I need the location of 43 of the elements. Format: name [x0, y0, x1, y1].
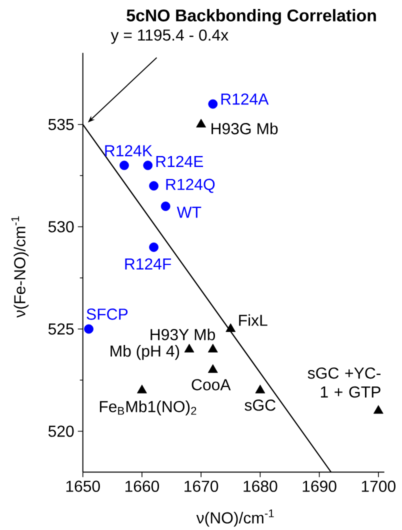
- point: [208, 344, 218, 352]
- annotation: CooA: [192, 379, 231, 390]
- point: [119, 160, 129, 170]
- annotation: SFCP: [86, 308, 128, 320]
- annotation: R124A: [221, 93, 269, 105]
- x-tick-label: 1670: [184, 480, 218, 492]
- x-tick-label: 1700: [362, 480, 396, 492]
- annotation: R124F: [125, 258, 171, 270]
- point: [160, 202, 170, 211]
- x-tick-label: 1690: [302, 480, 336, 492]
- annotation: sGC: [244, 400, 276, 411]
- annotation: Mb (pH 4): [110, 345, 179, 360]
- x-tick-label: 1680: [244, 480, 278, 492]
- annotation: H93Y Mb: [150, 328, 215, 340]
- point: [148, 242, 158, 252]
- y-tick-label: 525: [48, 323, 74, 335]
- annotation: FixL: [238, 314, 268, 326]
- text: y = 1195.4 - 0.4x: [110, 29, 228, 44]
- point: [226, 323, 236, 332]
- x-axis-title: ν(NO)/cm$^{-1}$: [196, 509, 274, 527]
- x-tick-label: 1650: [66, 480, 100, 492]
- point: [208, 364, 218, 373]
- annotation: Fe$_{B}$Mb1(NO)$_{2}$: [100, 400, 196, 416]
- point: [148, 181, 158, 191]
- point: [84, 324, 94, 334]
- annotation: WT: [176, 206, 202, 218]
- y-tick-label: 530: [48, 221, 74, 232]
- point: [184, 344, 194, 352]
- annotation: R124E: [156, 156, 203, 167]
- x-tick-label: 1660: [125, 480, 159, 492]
- y-tick-label: 520: [48, 426, 74, 437]
- point: [136, 384, 147, 394]
- point: [208, 99, 218, 109]
- point: [143, 160, 152, 170]
- y-tick-label: 535: [48, 118, 74, 130]
- annotation: sGC +YC-1 + GTP: [308, 367, 380, 398]
- point: [373, 405, 384, 414]
- annotation: H93G Mb: [211, 122, 278, 134]
- annotation: R124Q: [166, 178, 214, 193]
- annotation: R124K: [105, 145, 152, 156]
- point: [255, 384, 265, 394]
- y-axis-title: ν(Fe-NO)/cm$^{-1}$: [11, 216, 28, 318]
- chart-title: 5cNO Backbonding Correlation: [126, 9, 376, 25]
